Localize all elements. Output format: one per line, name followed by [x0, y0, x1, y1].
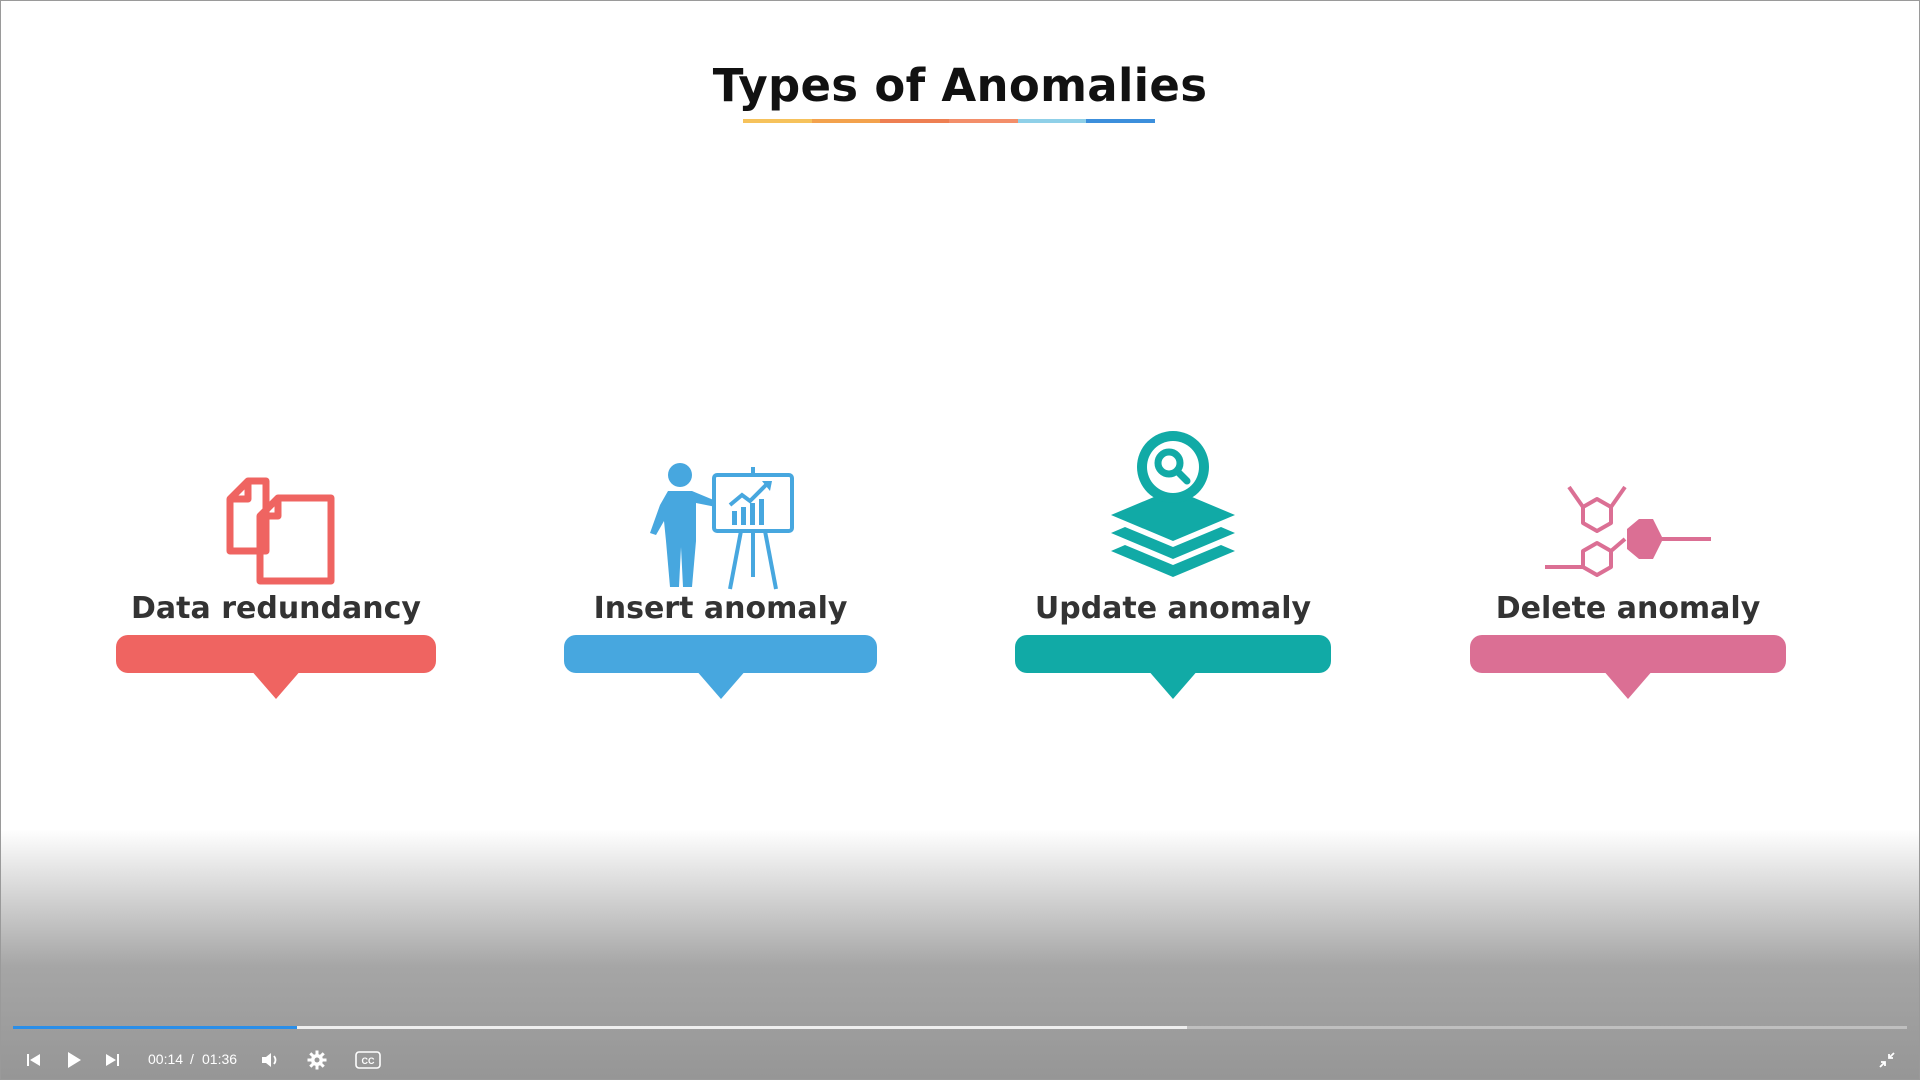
seek-bar[interactable]	[13, 1026, 1907, 1029]
exit-fullscreen-button[interactable]	[1874, 1047, 1900, 1073]
next-button[interactable]	[99, 1047, 125, 1073]
previous-button[interactable]	[21, 1047, 47, 1073]
card-tab	[1015, 635, 1331, 673]
card-label: Insert anomaly	[593, 591, 848, 626]
card-data-redundancy: Data redundancy	[116, 431, 436, 711]
title-underline-segment	[811, 119, 881, 123]
card-tab	[564, 635, 877, 673]
slide-title: Types of Anomalies	[712, 59, 1208, 112]
presenter-chart-icon	[564, 431, 877, 591]
play-icon	[68, 1052, 81, 1068]
title-underline-segment	[949, 119, 1018, 123]
card-label: Delete anomaly	[1495, 591, 1761, 626]
closed-captions-icon: CC	[355, 1051, 381, 1069]
player-controls: 00:14 / 01:36	[1, 1041, 1919, 1077]
seek-played	[13, 1026, 298, 1029]
title-underline	[743, 119, 1156, 123]
card-label: Update anomaly	[1034, 591, 1312, 626]
card-pointer	[250, 669, 302, 699]
seek-buffered	[13, 1026, 1188, 1029]
exit-fullscreen-icon	[1879, 1052, 1895, 1068]
card-pointer	[1147, 669, 1199, 699]
card-update-anomaly: Update anomaly	[1015, 431, 1331, 711]
card-label: Data redundancy	[131, 591, 421, 626]
volume-icon	[262, 1053, 277, 1067]
card-tab	[116, 635, 436, 673]
previous-icon	[27, 1054, 40, 1066]
card-pointer	[1602, 669, 1654, 699]
current-time: 00:14	[148, 1051, 184, 1067]
card-insert-anomaly: Insert anomaly	[564, 431, 877, 711]
settings-gear-icon	[307, 1050, 327, 1070]
title-underline-segment	[1086, 119, 1156, 123]
next-icon	[106, 1054, 119, 1066]
volume-button[interactable]	[258, 1047, 284, 1073]
duration: 01:36	[202, 1051, 238, 1067]
title-underline-segment	[1017, 119, 1087, 123]
layers-search-icon	[1015, 431, 1331, 591]
card-tab	[1470, 635, 1786, 673]
copy-documents-icon	[116, 431, 436, 591]
captions-button[interactable]: CC	[353, 1047, 383, 1073]
svg-text:CC: CC	[362, 1056, 375, 1066]
play-button[interactable]	[61, 1047, 87, 1073]
controls-gradient	[1, 829, 1919, 1079]
title-underline-segment	[880, 119, 950, 123]
title-underline-segment	[743, 119, 812, 123]
time-separator: /	[190, 1051, 194, 1067]
hexagon-molecule-icon	[1470, 431, 1786, 591]
card-delete-anomaly: Delete anomaly	[1470, 431, 1786, 711]
settings-button[interactable]	[304, 1047, 330, 1073]
card-pointer	[694, 669, 747, 699]
